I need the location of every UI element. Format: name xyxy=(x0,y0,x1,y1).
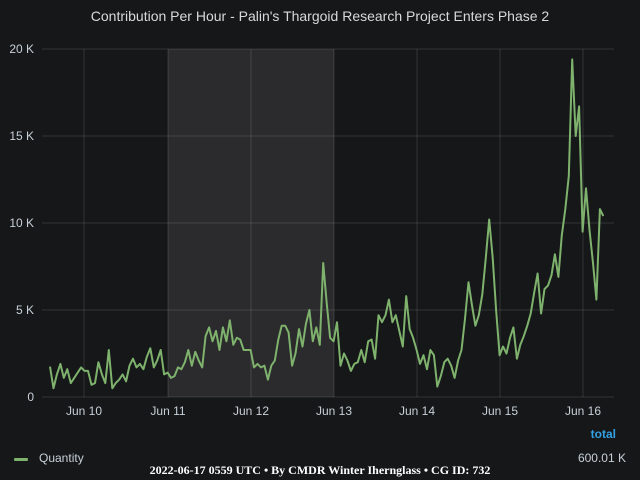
y-tick-label: 15 K xyxy=(9,129,34,143)
legend-series-total: 600.01 K xyxy=(577,451,626,465)
x-tick-label: Jun 16 xyxy=(565,404,601,418)
x-tick-label: Jun 10 xyxy=(66,404,102,418)
y-tick-label: 20 K xyxy=(9,42,34,56)
y-tick-label: 10 K xyxy=(9,216,34,230)
series-line-quantity xyxy=(49,58,605,390)
chart-title: Contribution Per Hour - Palin's Thargoid… xyxy=(90,8,550,24)
legend-series-name[interactable]: Quantity xyxy=(39,451,84,465)
x-tick-label: Jun 15 xyxy=(482,404,518,418)
x-tick-label: Jun 12 xyxy=(233,404,269,418)
x-tick-label: Jun 14 xyxy=(399,404,435,418)
shaded-region xyxy=(168,49,334,397)
x-tick-label: Jun 11 xyxy=(150,404,185,418)
footer-credit: 2022-06-17 0559 UTC • By CMDR Winter Ihe… xyxy=(149,463,491,477)
legend-row[interactable]: Quantity 600.01 K xyxy=(14,451,626,467)
y-tick-label: 5 K xyxy=(16,303,34,317)
legend-swatch xyxy=(14,458,28,461)
y-tick-label: 0 xyxy=(27,390,34,404)
x-tick-label: Jun 13 xyxy=(316,404,352,418)
legend-header-total[interactable]: total xyxy=(590,427,616,441)
